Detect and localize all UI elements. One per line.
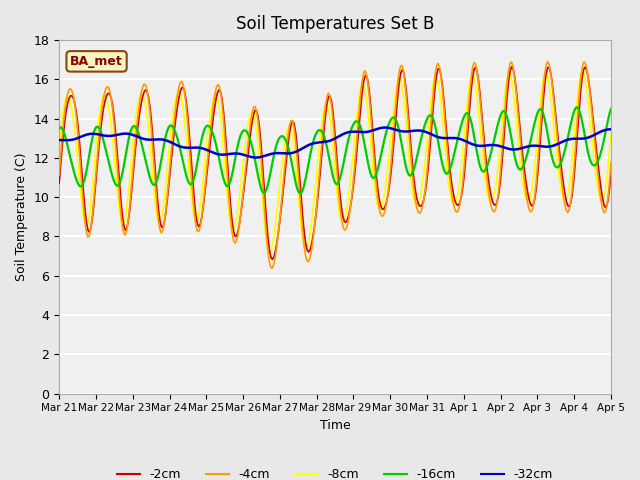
-2cm bbox=[508, 64, 515, 70]
-4cm bbox=[340, 227, 348, 233]
-8cm bbox=[605, 147, 613, 153]
-8cm bbox=[532, 149, 540, 155]
-2cm bbox=[55, 180, 63, 186]
Text: BA_met: BA_met bbox=[70, 55, 123, 68]
-16cm bbox=[92, 126, 99, 132]
-2cm bbox=[92, 187, 99, 192]
Y-axis label: Soil Temperature (C): Soil Temperature (C) bbox=[15, 153, 28, 281]
-4cm bbox=[269, 265, 276, 271]
-8cm bbox=[340, 217, 348, 223]
-32cm bbox=[452, 135, 460, 141]
-4cm bbox=[74, 131, 82, 136]
-2cm bbox=[607, 169, 615, 175]
-8cm bbox=[607, 129, 615, 135]
-32cm bbox=[381, 125, 388, 131]
-8cm bbox=[74, 161, 82, 167]
-32cm bbox=[253, 155, 260, 160]
-4cm bbox=[607, 160, 615, 166]
X-axis label: Time: Time bbox=[320, 419, 351, 432]
-4cm bbox=[605, 179, 613, 184]
-16cm bbox=[74, 180, 82, 186]
-32cm bbox=[534, 143, 541, 149]
-16cm bbox=[450, 152, 458, 158]
-32cm bbox=[605, 126, 613, 132]
Line: -4cm: -4cm bbox=[59, 61, 611, 268]
-8cm bbox=[579, 68, 586, 74]
-16cm bbox=[340, 156, 348, 161]
-2cm bbox=[269, 256, 276, 262]
-16cm bbox=[573, 105, 580, 110]
-32cm bbox=[340, 131, 348, 136]
Line: -16cm: -16cm bbox=[59, 108, 611, 193]
-2cm bbox=[450, 194, 458, 200]
-8cm bbox=[450, 201, 458, 207]
-2cm bbox=[340, 218, 348, 224]
-4cm bbox=[544, 59, 552, 64]
-2cm bbox=[605, 185, 613, 191]
-32cm bbox=[74, 135, 82, 141]
-16cm bbox=[532, 114, 540, 120]
-32cm bbox=[55, 137, 63, 143]
-32cm bbox=[607, 126, 615, 132]
-4cm bbox=[55, 172, 63, 178]
Legend: -2cm, -4cm, -8cm, -16cm, -32cm: -2cm, -4cm, -8cm, -16cm, -32cm bbox=[112, 464, 558, 480]
-2cm bbox=[74, 122, 82, 128]
-8cm bbox=[266, 250, 273, 255]
-4cm bbox=[450, 204, 458, 209]
-32cm bbox=[92, 131, 99, 137]
-16cm bbox=[296, 191, 303, 196]
-4cm bbox=[532, 181, 540, 187]
-8cm bbox=[92, 152, 99, 157]
Line: -8cm: -8cm bbox=[59, 71, 611, 252]
Line: -32cm: -32cm bbox=[59, 128, 611, 157]
-16cm bbox=[605, 111, 613, 117]
-4cm bbox=[92, 180, 99, 186]
-16cm bbox=[55, 125, 63, 131]
Title: Soil Temperatures Set B: Soil Temperatures Set B bbox=[236, 15, 435, 33]
-16cm bbox=[607, 106, 615, 112]
-2cm bbox=[534, 173, 541, 179]
-8cm bbox=[55, 145, 63, 151]
Line: -2cm: -2cm bbox=[59, 67, 611, 259]
